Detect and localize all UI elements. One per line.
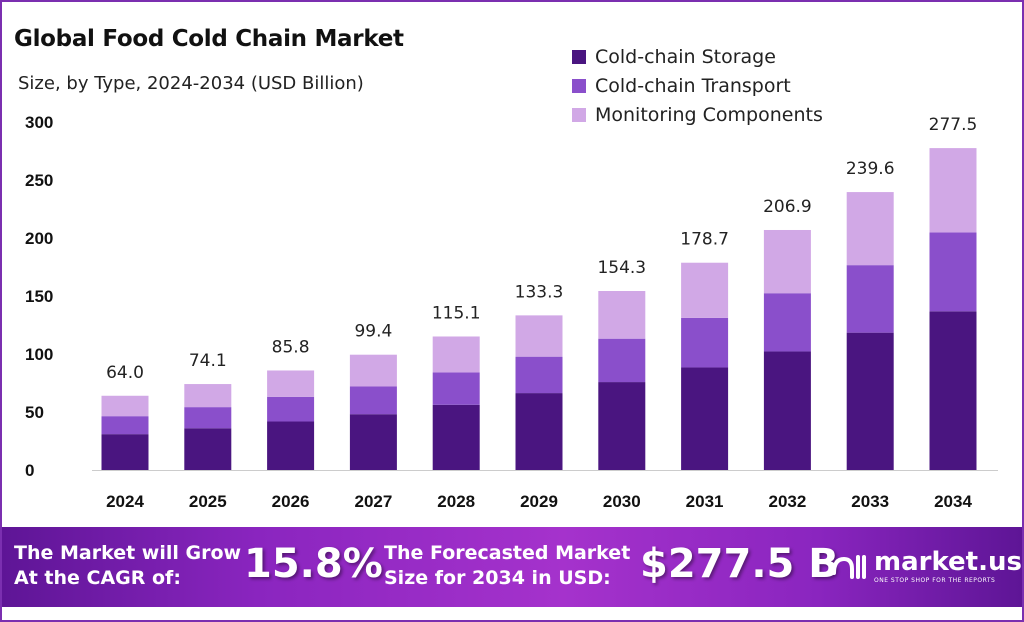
x-tick-label: 2032 [768,492,806,511]
bar-segment-cold-chain-transport-2024 [101,416,149,435]
x-tick-label: 2034 [934,492,972,511]
y-tick-label: 50 [25,403,44,422]
summary-banner: The Market will Grow At the CAGR of: 15.… [2,527,1022,607]
bar-segment-cold-chain-storage-2025 [184,428,232,470]
total-label: 64.0 [106,363,144,383]
y-tick-label: 0 [25,461,34,480]
cagr-label-line1: The Market will Grow [14,542,242,564]
bar-segment-monitoring-components-2027 [349,354,397,387]
bar-segment-cold-chain-storage-2027 [349,414,397,470]
x-tick-label: 2028 [437,492,475,511]
x-tick-label: 2024 [106,492,144,511]
x-tick-label: 2033 [851,492,889,511]
bar-segment-cold-chain-transport-2030 [598,338,646,383]
x-tick-label: 2030 [603,492,641,511]
bar-segment-cold-chain-storage-2026 [267,421,315,470]
legend-swatch [572,49,586,64]
bar-segment-cold-chain-transport-2028 [432,372,480,405]
bar-segment-cold-chain-transport-2032 [763,293,811,352]
bar-segment-monitoring-components-2026 [267,370,315,397]
forecast-label: The Forecasted Market Size for 2034 in U… [384,541,630,591]
bar-segment-cold-chain-storage-2031 [681,367,729,470]
x-tick-label: 2026 [272,492,310,511]
total-label: 154.3 [597,258,646,278]
forecast-value: $277.5 B [640,541,839,587]
bar-segment-cold-chain-storage-2029 [515,393,563,470]
legend-swatch [572,78,586,93]
legend-item-storage: Cold-chain Storage [572,42,823,71]
bar-segment-cold-chain-transport-2027 [349,386,397,415]
bar-segment-cold-chain-storage-2032 [763,351,811,470]
forecast-label-line1: The Forecasted Market [384,542,631,564]
bar-segment-monitoring-components-2032 [763,229,811,294]
chart-plot: 0 50 100 150 200 250 300 64.0 2024 74.1 2025 85.8 20… [25,113,998,511]
total-label: 133.3 [515,282,564,302]
total-label: 74.1 [189,351,227,371]
bar-segment-monitoring-components-2034 [929,148,977,233]
bar-segment-cold-chain-transport-2034 [929,232,977,312]
total-label: 178.7 [680,230,729,250]
x-tick-label: 2025 [189,492,227,511]
marketus-logo: market.us ONE STOP SHOP FOR THE REPORTS [830,547,1022,584]
y-tick-label: 300 [25,113,53,132]
bar-segment-monitoring-components-2031 [681,262,729,318]
logo-mark-icon [832,554,866,579]
cagr-label: The Market will Grow At the CAGR of: [14,541,241,591]
y-tick-label: 200 [25,229,53,248]
total-label: 239.6 [846,159,895,179]
bar-segment-cold-chain-transport-2025 [184,407,232,429]
x-tick-label: 2029 [520,492,558,511]
logo-name: market.us [874,547,1022,577]
chart-subtitle: Size, by Type, 2024-2034 (USD Billion) [18,73,364,94]
total-label: 99.4 [354,322,392,342]
legend-item-transport: Cold-chain Transport [572,71,823,100]
bar-segment-cold-chain-storage-2028 [432,404,480,470]
bar-segment-monitoring-components-2033 [846,192,894,266]
bar-segment-cold-chain-transport-2033 [846,265,894,333]
bar-segment-cold-chain-transport-2029 [515,356,563,394]
legend-label: Cold-chain Transport [595,74,791,97]
x-tick-label: 2027 [354,492,392,511]
bar-segment-monitoring-components-2029 [515,315,563,357]
bar-segment-monitoring-components-2030 [598,291,646,339]
legend: Cold-chain Storage Cold-chain Transport … [572,42,823,129]
bar-segment-monitoring-components-2028 [432,336,480,373]
bar-segment-cold-chain-storage-2030 [598,382,646,470]
bar-segment-cold-chain-storage-2034 [929,311,977,470]
legend-swatch [572,107,586,122]
total-label: 277.5 [929,115,978,135]
legend-label: Monitoring Components [595,103,823,126]
bar-segment-cold-chain-storage-2024 [101,434,149,470]
bar-segment-monitoring-components-2024 [101,395,149,417]
y-tick-label: 250 [25,171,53,190]
logo-tagline: ONE STOP SHOP FOR THE REPORTS [874,577,996,584]
total-label: 206.9 [763,197,812,217]
bar-segment-monitoring-components-2025 [184,384,232,408]
total-label: 85.8 [272,337,310,357]
forecast-label-line2: Size for 2034 in USD: [384,567,611,589]
y-tick-label: 100 [25,345,53,364]
bar-segment-cold-chain-storage-2033 [846,332,894,470]
cagr-label-line2: At the CAGR of: [14,567,181,589]
cagr-value: 15.8% [244,541,383,587]
legend-label: Cold-chain Storage [595,45,776,68]
total-label: 115.1 [432,303,481,323]
bar-segment-cold-chain-transport-2026 [267,396,315,422]
chart-title: Global Food Cold Chain Market [14,26,404,52]
y-tick-label: 150 [25,287,53,306]
x-tick-label: 2031 [686,492,724,511]
legend-item-monitoring: Monitoring Components [572,100,823,129]
bar-segment-cold-chain-transport-2031 [681,317,729,368]
